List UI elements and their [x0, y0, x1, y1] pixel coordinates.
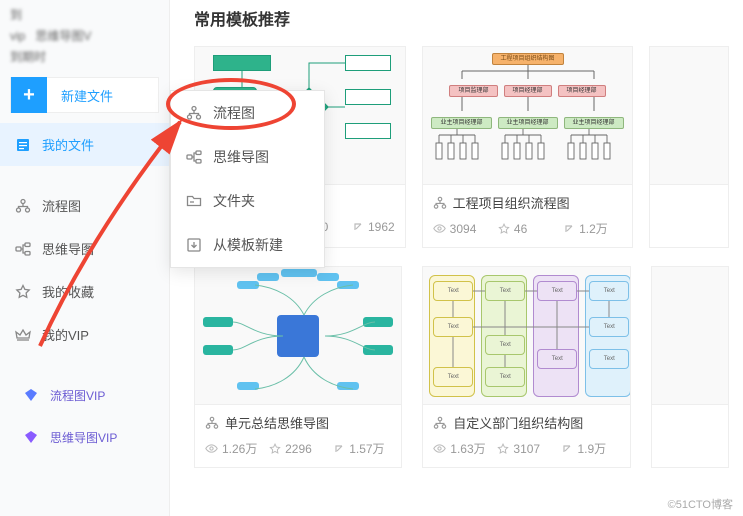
- sidebar-item-label: 流程图VIP: [50, 387, 105, 404]
- star-icon: [498, 223, 510, 235]
- sidebar-item-label: 我的VIP: [42, 325, 89, 344]
- template-card[interactable]: 单元总结思维导图 1.26万 2296 1.57万: [194, 266, 402, 468]
- share-stat: 1962: [352, 220, 395, 234]
- sidebar-item-favorites[interactable]: 我的收藏: [0, 270, 169, 313]
- flowchart-icon: [185, 104, 203, 122]
- dropdown-item-flowchart[interactable]: 流程图: [171, 91, 324, 135]
- card-title: 工程项目组织流程图: [453, 193, 570, 212]
- template-thumb: 工程项目组织结构图 项目监理部 项目经理部 项目经理部 业主项目经理部 业主项目…: [423, 47, 633, 185]
- sidebar-item-label: 我的收藏: [42, 282, 94, 301]
- star-icon: [269, 443, 281, 455]
- dropdown-item-mindmap[interactable]: 思维导图: [171, 135, 324, 179]
- stars-value: 46: [514, 222, 527, 236]
- views-value: 1.26万: [222, 440, 257, 457]
- diamond-icon: [22, 428, 40, 446]
- views-value: 1.63万: [450, 440, 485, 457]
- card-stats: 1.26万 2296 1.57万: [195, 436, 401, 467]
- stars-value: 3107: [513, 442, 540, 456]
- new-file-label: 新建文件: [47, 86, 158, 105]
- account-line-2: vip 思维导图V: [0, 25, 169, 46]
- template-card-partial[interactable]: [651, 266, 729, 468]
- new-file-button[interactable]: + 新建文件: [10, 77, 159, 113]
- share-icon: [333, 443, 345, 455]
- eye-icon: [433, 222, 446, 235]
- eye-icon: [205, 442, 218, 455]
- card-stats: 3094 46 1.2万: [423, 216, 633, 247]
- org-top: 工程项目组织结构图: [492, 53, 564, 65]
- watermark: ©51CTO博客: [668, 496, 733, 512]
- dropdown-label: 从模板新建: [213, 235, 283, 255]
- sidebar-item-flowchart[interactable]: 流程图: [0, 184, 169, 227]
- dropdown-label: 文件夹: [213, 191, 255, 211]
- card-title: 单元总结思维导图: [225, 413, 329, 432]
- views-value: 3094: [450, 222, 477, 236]
- template-card[interactable]: Text Text Text Text Text Text Text Text …: [422, 266, 630, 468]
- sidebar-item-flow-vip[interactable]: 流程图VIP: [0, 374, 169, 416]
- flowchart-icon: [205, 416, 219, 430]
- mindmap-icon: [185, 148, 203, 166]
- template-card[interactable]: 工程项目组织结构图 项目监理部 项目经理部 项目经理部 业主项目经理部 业主项目…: [422, 46, 634, 248]
- sidebar-item-mind-vip[interactable]: 思维导图VIP: [0, 416, 169, 458]
- card-title: 自定义部门组织结构图: [453, 413, 583, 432]
- crown-icon: [14, 326, 32, 344]
- sidebar-item-myvip[interactable]: 我的VIP: [0, 313, 169, 356]
- share-icon: [561, 443, 573, 455]
- flowchart-icon: [433, 196, 447, 210]
- dropdown-label: 思维导图: [213, 147, 269, 167]
- share-value: 1.2万: [579, 220, 608, 237]
- star-icon: [14, 283, 32, 301]
- dropdown-item-from-template[interactable]: 从模板新建: [171, 223, 324, 267]
- star-icon: [497, 443, 509, 455]
- sidebar-item-label: 我的文件: [42, 135, 94, 154]
- dropdown-label: 流程图: [213, 103, 255, 123]
- flowchart-icon: [14, 197, 32, 215]
- folder-icon: [185, 192, 203, 210]
- account-line-1: 到: [0, 4, 169, 25]
- card-title-row: 工程项目组织流程图: [423, 185, 633, 216]
- template-thumb: [195, 267, 401, 405]
- sidebar-item-myfiles[interactable]: 我的文件: [0, 123, 169, 166]
- share-value: 1962: [368, 220, 395, 234]
- sidebar-item-label: 思维导图: [42, 239, 94, 258]
- share-value: 1.57万: [349, 440, 384, 457]
- stars-value: 2296: [285, 442, 312, 456]
- share-icon: [563, 223, 575, 235]
- card-stats: 1.63万 3107 1.9万: [423, 436, 629, 467]
- template-row-2: 单元总结思维导图 1.26万 2296 1.57万 Text: [194, 266, 729, 468]
- share-icon: [352, 221, 364, 233]
- dropdown-item-folder[interactable]: 文件夹: [171, 179, 324, 223]
- sidebar: 到 vip 思维导图V 到期时 + 新建文件 我的文件 流程图 思维导图: [0, 0, 170, 516]
- flowchart-icon: [433, 416, 447, 430]
- document-icon: [14, 136, 32, 154]
- sidebar-item-label: 思维导图VIP: [50, 429, 117, 446]
- account-line-3: 到期时: [0, 46, 169, 67]
- mindmap-icon: [14, 240, 32, 258]
- plus-icon: +: [11, 77, 47, 113]
- download-icon: [185, 236, 203, 254]
- sidebar-item-label: 流程图: [42, 196, 81, 215]
- eye-icon: [433, 442, 446, 455]
- template-thumb: [650, 47, 728, 185]
- sidebar-item-mindmap[interactable]: 思维导图: [0, 227, 169, 270]
- template-thumb: Text Text Text Text Text Text Text Text …: [423, 267, 629, 405]
- template-card-partial[interactable]: [649, 46, 729, 248]
- new-file-dropdown: 流程图 思维导图 文件夹 从模板新建: [170, 90, 325, 268]
- card-title-row: 单元总结思维导图: [195, 405, 401, 436]
- share-value: 1.9万: [577, 440, 606, 457]
- card-title-row: 自定义部门组织结构图: [423, 405, 629, 436]
- page-title: 常用模板推荐: [194, 6, 729, 30]
- diamond-icon: [22, 386, 40, 404]
